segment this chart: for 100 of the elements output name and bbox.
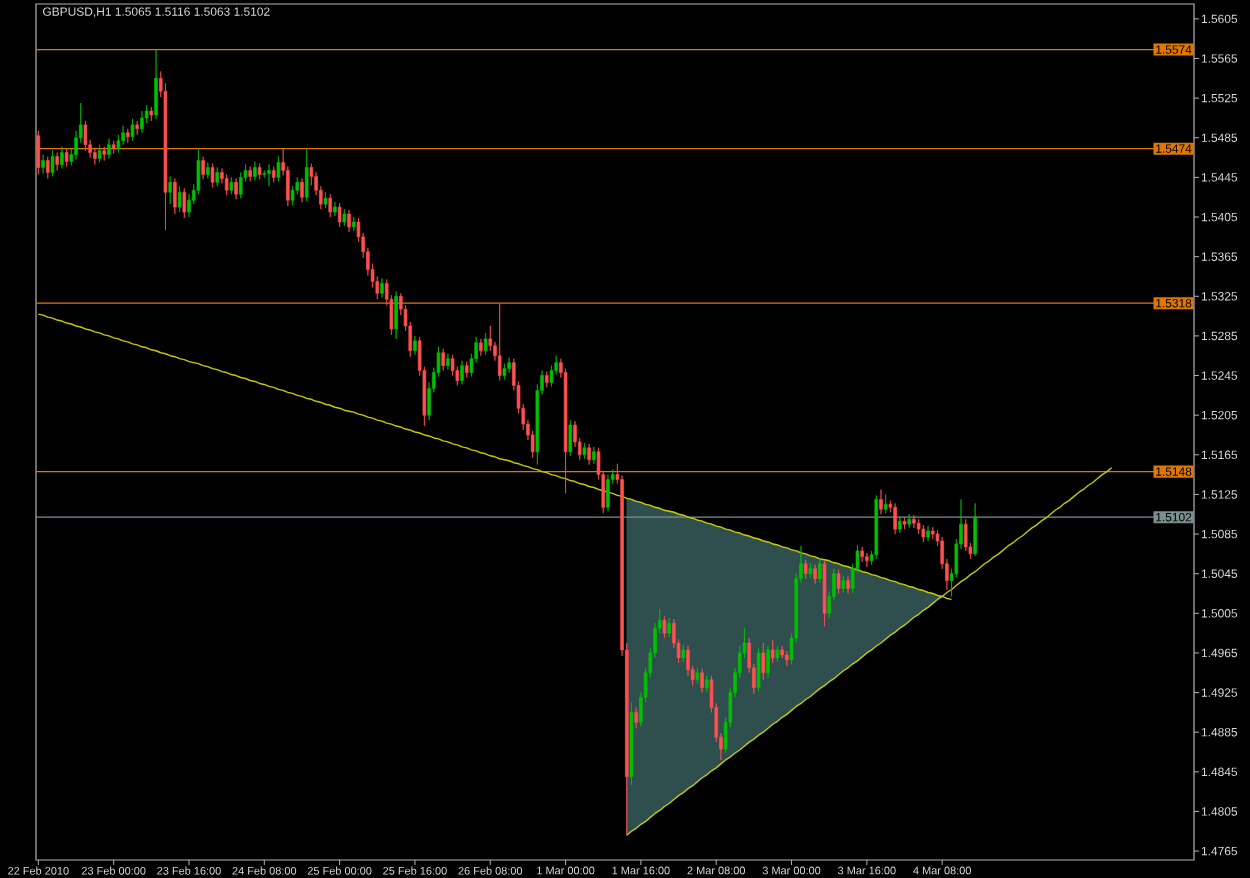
candlestick xyxy=(333,201,337,217)
candlestick xyxy=(102,146,107,161)
candlestick xyxy=(413,335,417,356)
candlestick xyxy=(248,166,252,182)
candlestick xyxy=(290,185,295,206)
candlestick xyxy=(803,559,808,579)
candlestick xyxy=(441,348,445,371)
candlestick xyxy=(135,120,139,136)
candlestick xyxy=(267,164,271,187)
candlestick xyxy=(785,650,789,667)
candlestick xyxy=(973,502,977,557)
candlestick xyxy=(130,118,135,142)
candlestick xyxy=(695,667,700,684)
candlestick xyxy=(926,525,930,542)
candlestick xyxy=(775,645,780,663)
candlestick xyxy=(351,216,356,232)
candlestick xyxy=(883,494,888,514)
candlestick xyxy=(836,569,841,594)
candlestick xyxy=(667,617,671,638)
candlestick xyxy=(770,639,775,664)
candlestick xyxy=(253,161,257,181)
candlestick xyxy=(634,707,638,729)
candlestick xyxy=(224,174,229,196)
candlestick xyxy=(860,546,864,563)
candlestick xyxy=(912,514,916,529)
candlestick xyxy=(168,176,172,205)
candlestick xyxy=(55,152,59,171)
candlestick xyxy=(116,134,121,153)
candlestick xyxy=(50,150,55,177)
candlestick xyxy=(963,518,968,552)
candlestick xyxy=(629,702,634,786)
candlestick xyxy=(121,125,125,146)
candlestick xyxy=(681,644,686,663)
candlestick xyxy=(916,518,921,535)
candlestick xyxy=(323,191,328,209)
candlestick xyxy=(502,363,507,380)
candlestick xyxy=(464,361,469,378)
candlestick xyxy=(107,138,111,159)
candlestick xyxy=(813,564,817,584)
candlestick xyxy=(507,357,511,373)
candlestick xyxy=(662,615,667,639)
candlestick xyxy=(206,162,210,179)
candlestick xyxy=(182,187,187,219)
candlestick xyxy=(41,154,45,174)
candlestick xyxy=(173,178,177,215)
candlestick xyxy=(497,302,502,381)
candlestick xyxy=(97,144,102,163)
candlestick xyxy=(154,49,158,120)
candlestick xyxy=(907,513,911,529)
candlestick xyxy=(898,515,902,534)
candlestick xyxy=(126,128,130,144)
candlestick xyxy=(210,163,215,188)
candlestick xyxy=(36,130,41,175)
candlestick xyxy=(201,156,205,180)
candlestick xyxy=(818,558,822,583)
candlestick xyxy=(46,156,50,179)
candlestick xyxy=(394,290,398,340)
candlestick xyxy=(479,338,483,357)
candlestick xyxy=(766,645,770,679)
candlestick xyxy=(822,560,827,627)
candlestick xyxy=(229,177,234,195)
candlestick xyxy=(337,202,342,228)
candlestick xyxy=(446,353,450,370)
candlestick xyxy=(93,147,97,165)
candlestick xyxy=(846,576,850,594)
candlestick xyxy=(215,167,219,187)
candlestick xyxy=(239,172,243,199)
candlestick xyxy=(921,524,926,543)
candlestick xyxy=(606,474,610,512)
candlestick xyxy=(592,446,596,465)
candlestick xyxy=(808,562,813,578)
candlestick xyxy=(568,419,573,457)
candlestick xyxy=(874,495,879,560)
candlestick xyxy=(300,178,304,203)
candlestick xyxy=(587,443,591,466)
candlestick xyxy=(140,110,144,134)
candlestick xyxy=(149,106,154,122)
candlestick xyxy=(304,149,309,202)
candlestick xyxy=(111,140,116,154)
candlestick xyxy=(761,642,766,681)
candlestick xyxy=(83,120,88,151)
candlestick xyxy=(780,645,784,659)
candlestick xyxy=(582,442,587,460)
candlestick xyxy=(257,163,262,180)
candlestick xyxy=(262,170,267,178)
candlestick xyxy=(380,278,384,298)
candlestick xyxy=(460,360,464,385)
candlestick xyxy=(342,208,347,227)
candlestick xyxy=(276,156,281,182)
candlestick xyxy=(700,668,704,693)
candlestick xyxy=(930,526,935,540)
candlestick xyxy=(902,516,907,530)
candlestick xyxy=(271,166,276,183)
candlestick xyxy=(756,647,761,692)
candlestick xyxy=(483,332,488,356)
candlestick xyxy=(234,178,238,200)
candlestick xyxy=(879,489,883,515)
candlestick xyxy=(347,209,351,233)
candlestick xyxy=(64,148,69,167)
candlestick xyxy=(705,675,709,692)
